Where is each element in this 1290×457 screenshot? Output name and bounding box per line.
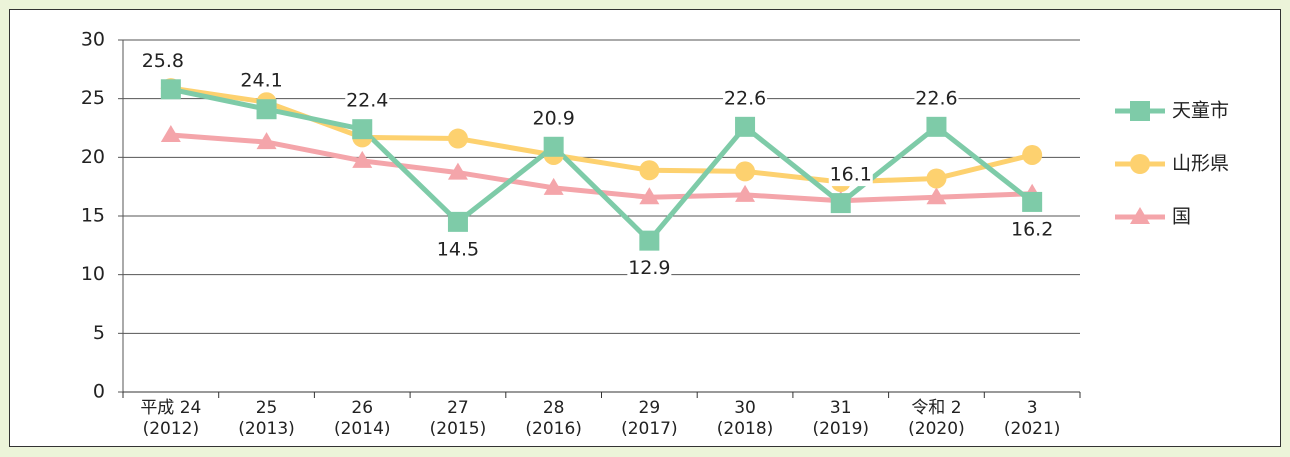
marker [639, 230, 660, 251]
marker [352, 150, 373, 168]
marker [447, 128, 468, 149]
data-label: 20.9 [532, 107, 574, 129]
y-tick-label: 15 [81, 205, 105, 227]
data-label: 24.1 [240, 70, 282, 92]
legend-marker [1130, 101, 1150, 121]
x-tick-label: 29 (2017) [621, 398, 678, 439]
marker [735, 184, 756, 202]
legend-label: 天童市 [1172, 100, 1229, 122]
data-label: 16.2 [1011, 218, 1053, 240]
x-tick-label: 31 (2019) [812, 398, 870, 439]
y-tick-label: 0 [93, 381, 105, 403]
data-label: 22.6 [724, 87, 766, 109]
marker [735, 161, 756, 182]
data-label: 16.1 [830, 164, 872, 186]
legend-marker [1130, 207, 1150, 224]
marker [639, 187, 660, 205]
marker [352, 119, 373, 140]
marker [160, 125, 181, 143]
data-label: 12.9 [628, 257, 670, 279]
x-tick-label: 平成 24 (2012) [140, 398, 202, 439]
legend-label: 山形県 [1172, 153, 1229, 175]
x-tick-label: 3 (2021) [1003, 398, 1061, 439]
label-bg [914, 87, 959, 110]
label-bg [345, 90, 390, 113]
marker [160, 79, 181, 100]
marker [926, 187, 947, 205]
marker [256, 132, 277, 150]
x-tick-label: 27 (2015) [429, 398, 487, 439]
marker [735, 116, 756, 137]
marker [543, 136, 564, 157]
series-line [170, 86, 1034, 244]
label-bg [239, 70, 284, 93]
legend-label: 国 [1172, 206, 1191, 228]
label-bg [1010, 218, 1055, 241]
marker [830, 193, 851, 214]
y-tick-label: 20 [81, 146, 105, 168]
label-bg [723, 87, 768, 110]
x-tick-label: 30 (2018) [716, 398, 774, 439]
marker [1022, 191, 1043, 212]
marker [926, 116, 947, 137]
marker [1022, 144, 1043, 165]
y-tick-label: 5 [93, 322, 105, 344]
label-bg [140, 50, 185, 73]
marker [543, 177, 564, 195]
marker [639, 160, 660, 181]
data-label: 25.8 [142, 50, 184, 72]
y-tick-label: 10 [81, 263, 105, 285]
marker [447, 162, 468, 180]
x-tick-label: 26 (2014) [333, 398, 391, 439]
label-bg [531, 107, 576, 130]
marker [447, 211, 468, 232]
label-bg [435, 238, 480, 261]
y-tick-label: 25 [81, 87, 105, 109]
legend-marker [1130, 154, 1150, 174]
chart-panel [9, 9, 1281, 447]
label-bg [627, 257, 672, 280]
x-tick-label: 令和 2 (2020) [908, 398, 965, 439]
data-label: 14.5 [437, 238, 479, 260]
marker [926, 168, 947, 189]
marker [256, 99, 277, 120]
y-tick-label: 30 [81, 29, 105, 51]
x-tick-label: 25 (2013) [238, 398, 295, 439]
series-line [170, 85, 1033, 185]
label-bg [828, 164, 873, 187]
data-label: 22.6 [915, 87, 957, 109]
data-label: 22.4 [346, 90, 388, 112]
x-tick-label: 28 (2016) [525, 398, 582, 439]
